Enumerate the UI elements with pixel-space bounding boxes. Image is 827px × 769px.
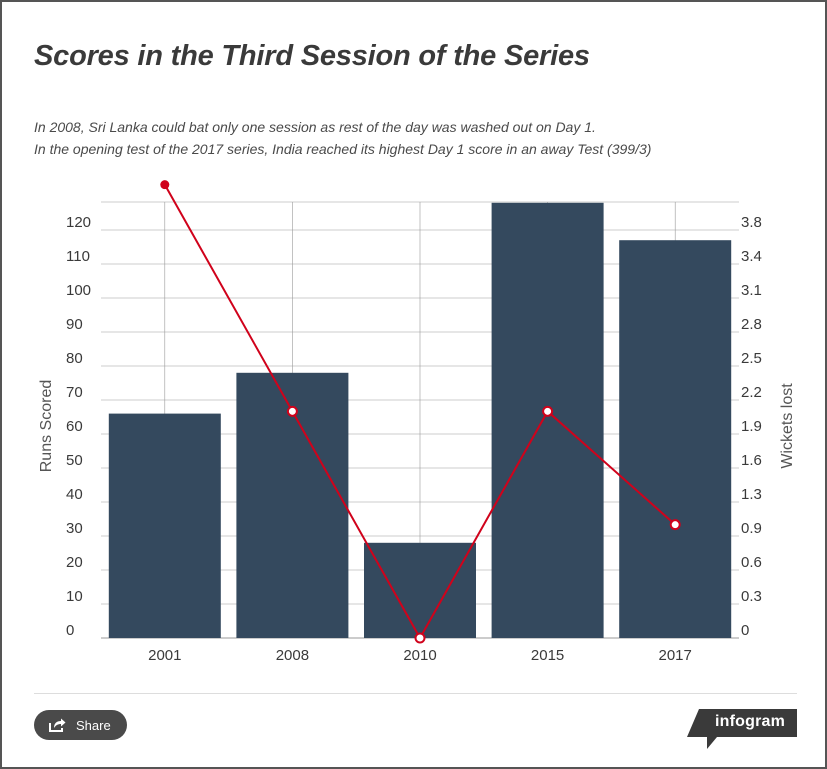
- x-tick-label: 2010: [403, 647, 436, 664]
- share-icon: [49, 718, 66, 732]
- y-tick-label: 100: [66, 282, 91, 299]
- y2-tick-label: 1.9: [741, 418, 762, 435]
- bar-2015: [491, 202, 604, 639]
- y-tick-label: 80: [66, 350, 83, 367]
- y2-tick-label: 3.8: [741, 214, 762, 231]
- x-tick-label: 2015: [531, 647, 564, 664]
- y2-tick-label: 1.3: [741, 486, 762, 503]
- x-tick-label: 2017: [659, 647, 692, 664]
- y-tick-label: 90: [66, 316, 83, 333]
- y2-tick-label: 3.4: [741, 248, 762, 265]
- y2-tick-label: 0: [741, 622, 749, 639]
- y2-tick-label: 2.8: [741, 316, 762, 333]
- y2-axis-title: Wickets lost: [779, 383, 796, 469]
- wickets-point: [160, 180, 170, 190]
- y-axis-title: Runs Scored: [38, 380, 55, 473]
- brand-name: infogram: [715, 713, 786, 730]
- y-tick-label: 20: [66, 554, 83, 571]
- bar-2017: [619, 240, 732, 638]
- y-tick-label: 40: [66, 486, 83, 503]
- y2-tick-label: 0.9: [741, 520, 762, 537]
- subtitle-line: In 2008, Sri Lanka could bat only one se…: [34, 119, 596, 135]
- wickets-point: [414, 632, 426, 644]
- subtitle-line: In the opening test of the 2017 series, …: [34, 141, 652, 157]
- y-tick-label: 110: [66, 248, 90, 265]
- y-tick-label: 70: [66, 384, 83, 401]
- subtitle: In 2008, Sri Lanka could bat only one se…: [34, 116, 651, 160]
- y-tick-label: 0: [66, 622, 74, 639]
- brand-badge-shape: [687, 709, 797, 749]
- y-tick-label: 120: [66, 214, 91, 231]
- y-tick-label: 30: [66, 520, 83, 537]
- bar-2001: [108, 413, 221, 638]
- y2-tick-label: 3.1: [741, 282, 762, 299]
- wickets-point: [669, 519, 681, 531]
- y2-tick-label: 0.3: [741, 588, 762, 605]
- brand-logo[interactable]: infogram: [687, 709, 799, 751]
- page-title: Scores in the Third Session of the Serie…: [34, 40, 590, 72]
- y-tick-label: 50: [66, 452, 83, 469]
- x-tick-label: 2008: [276, 647, 309, 664]
- share-label: Share: [76, 717, 111, 733]
- wickets-point: [542, 405, 554, 417]
- bar-2008: [236, 372, 349, 638]
- bar-line-chart: 0 10 20 30 40 50 60 70 80 90 100 110 120 0 0.3 0.6 0.9 1.…: [38, 180, 796, 664]
- y-tick-label: 60: [66, 418, 83, 435]
- y2-tick-label: 2.2: [741, 384, 762, 401]
- y2-tick-label: 0.6: [741, 554, 762, 571]
- y2-tick-label: 1.6: [741, 452, 762, 469]
- share-button[interactable]: Share: [34, 710, 127, 740]
- bar-2010: [364, 542, 476, 638]
- wickets-point: [286, 405, 298, 417]
- y-tick-label: 10: [66, 588, 83, 605]
- footer-divider: [34, 693, 797, 694]
- y2-tick-label: 2.5: [741, 350, 762, 367]
- x-tick-label: 2001: [148, 647, 181, 664]
